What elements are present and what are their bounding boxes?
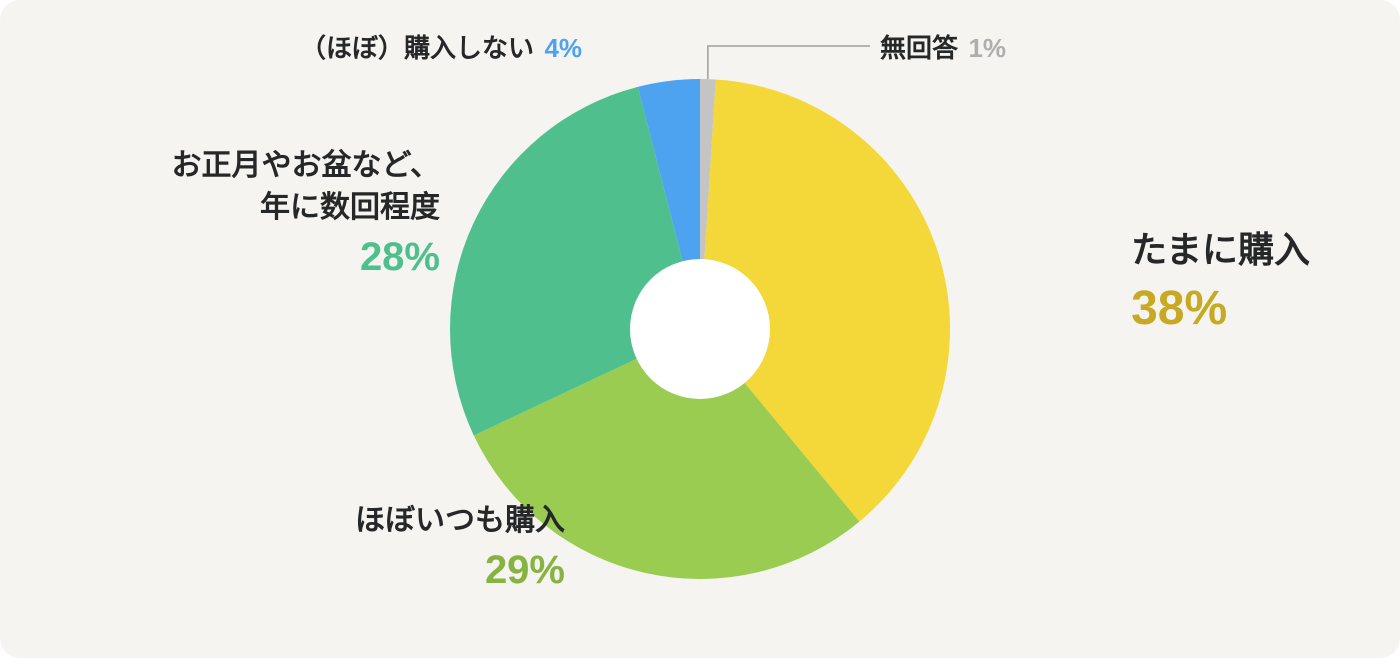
pie-hole — [630, 259, 770, 399]
label-konyu-shinai: （ほぼ）購入しない 4% — [300, 30, 582, 66]
label-hobo-itsumo-title: ほぼいつも購入 — [285, 500, 565, 542]
label-mukaito: 無回答 1% — [880, 30, 1006, 66]
chart-area: たまに購入 38% ほぼいつも購入 29% お正月やお盆など、 年に数回程度 2… — [0, 0, 1400, 658]
label-shogatsu-pct: 28% — [60, 229, 440, 285]
label-tamani: たまに購入 38% — [1131, 225, 1310, 343]
label-shogatsu: お正月やお盆など、 年に数回程度 28% — [60, 145, 440, 285]
label-hobo-itsumo: ほぼいつも購入 29% — [285, 500, 565, 598]
label-konyu-shinai-pct: 4% — [544, 33, 582, 63]
label-shogatsu-title2: 年に数回程度 — [60, 187, 440, 229]
label-hobo-itsumo-pct: 29% — [285, 542, 565, 598]
label-mukaito-title: 無回答 — [880, 33, 958, 63]
label-tamani-pct: 38% — [1131, 275, 1310, 342]
chart-card: たまに購入 38% ほぼいつも購入 29% お正月やお盆など、 年に数回程度 2… — [0, 0, 1400, 658]
label-shogatsu-title1: お正月やお盆など、 — [60, 145, 440, 187]
callout-line-mukaito — [708, 46, 870, 79]
label-tamani-title: たまに購入 — [1131, 225, 1310, 275]
label-mukaito-pct: 1% — [968, 33, 1006, 63]
label-konyu-shinai-title: （ほぼ）購入しない — [300, 33, 534, 63]
